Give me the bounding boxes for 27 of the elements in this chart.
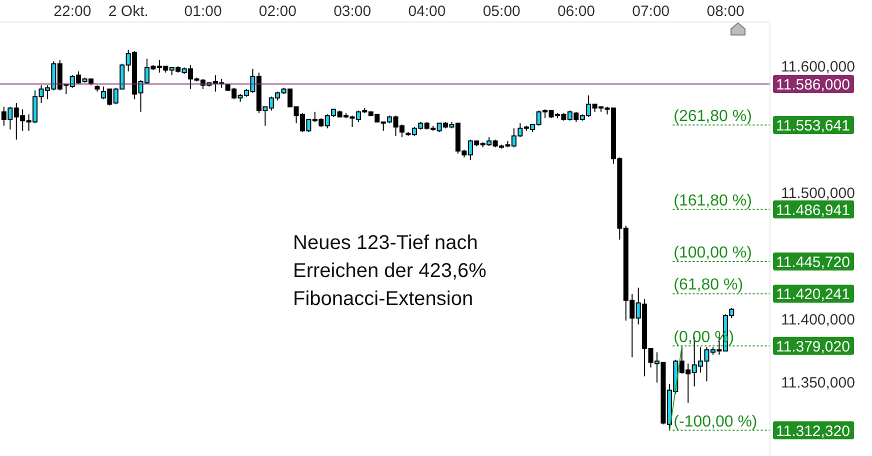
x-tick-label: 06:00 bbox=[557, 3, 596, 20]
ref-line-label: 11.420,241 bbox=[776, 286, 850, 304]
annotation: (61,80 %) bbox=[674, 276, 744, 294]
x-tick-label: 04:00 bbox=[408, 3, 446, 20]
y-tick-label: 11.400,000 bbox=[781, 311, 855, 328]
ref-line-label: 11.379,020 bbox=[776, 338, 850, 356]
x-tick-label: 08:00 bbox=[706, 3, 744, 20]
ref-line-label: 11.312,320 bbox=[776, 422, 850, 440]
ref-line-label: 11.553,641 bbox=[776, 117, 850, 134]
y-tick-label: 11.600,000 bbox=[781, 58, 855, 76]
annotation: (161,80 %) bbox=[674, 192, 752, 210]
x-tick-label: 05:00 bbox=[482, 3, 520, 20]
annotation: Neues 123-Tief nach Erreichen der 423,6% Fibonacci-Extension bbox=[293, 232, 487, 310]
x-tick-label: 03:00 bbox=[334, 3, 372, 20]
annotation: (100,00 %) bbox=[674, 244, 752, 262]
x-tick-label: 02:00 bbox=[258, 3, 296, 20]
annotation: (-100,00 %) bbox=[674, 413, 758, 430]
ref-line-label: 11.586,000 bbox=[776, 76, 850, 94]
y-tick-label: 11.350,000 bbox=[781, 374, 855, 392]
ref-line-label: 11.486,941 bbox=[776, 202, 850, 219]
ref-line-label: 11.445,720 bbox=[776, 254, 850, 271]
x-tick-label: 07:00 bbox=[632, 3, 670, 20]
y-tick-label: 11.500,000 bbox=[781, 184, 855, 202]
annotation: (261,80 %) bbox=[674, 108, 752, 125]
x-tick-label: 01:00 bbox=[184, 3, 222, 20]
x-tick-label: 2 Okt. bbox=[108, 3, 148, 20]
x-tick-label: 22:00 bbox=[54, 3, 92, 20]
